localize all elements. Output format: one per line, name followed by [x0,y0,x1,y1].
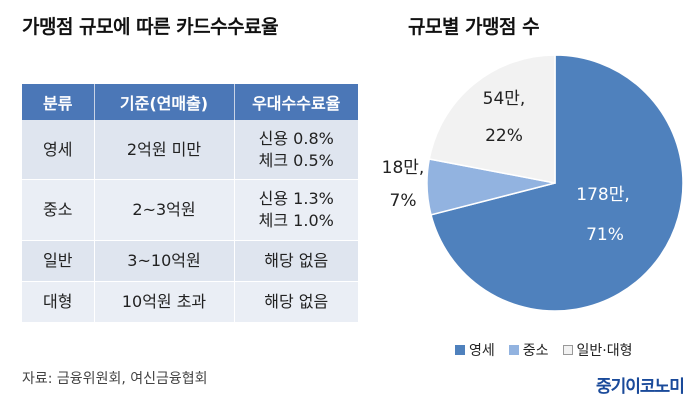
right-title: 규모별 가맹점 수 [408,16,540,38]
cell-rate: 해당 없음 [234,240,358,282]
cell-category: 중소 [22,179,95,241]
slice-count-label: 178만, [576,185,630,205]
slice-percent-label: 7% [390,191,417,211]
header-rate: 우대수수료율 [234,84,358,120]
cell-criterion: 2~3억원 [94,179,235,241]
legend-item: 일반·대형 [562,340,633,360]
table-row: 영세 2억원 미만 신용 0.8% 체크 0.5% [22,120,358,180]
rate-line: 신용 1.3% [258,189,334,208]
cell-category: 대형 [22,281,95,323]
legend-swatch [562,345,573,355]
rate-line: 신용 0.8% [258,128,334,148]
left-title: 가맹점 규모에 따른 카드수수료율 [22,16,279,38]
legend-item: 영세 [455,340,495,360]
table-row: 일반 3~10억원 해당 없음 [22,240,358,282]
table-header-row: 분류 기준(연매출) 우대수수료율 [22,84,358,120]
slice-count-label: 18만, [382,158,425,178]
cell-rate: 신용 0.8% 체크 0.5% [234,120,358,180]
rate-line: 체크 1.0% [258,211,334,230]
chart-legend: 영세 중소 일반·대형 [455,340,633,360]
slice-percent-label: 71% [586,225,624,245]
legend-label: 일반·대형 [576,343,633,359]
fee-table: 분류 기준(연매출) 우대수수료율 영세 2억원 미만 신용 0.8% 체크 0… [22,84,358,323]
cell-category: 영세 [22,120,95,180]
cell-criterion: 10억원 초과 [94,281,235,323]
legend-swatch [508,345,519,355]
source-note: 자료: 금융위원회, 여신금융협회 [22,371,208,387]
table-row: 대형 10억원 초과 해당 없음 [22,281,358,323]
table-row: 중소 2~3억원 신용 1.3% 체크 1.0% [22,179,358,241]
slice-count-label: 54만, [483,89,526,109]
header-criterion: 기준(연매출) [94,84,235,120]
cell-category: 일반 [22,240,95,282]
legend-label: 중소 [522,343,549,359]
pie-slice-1 [430,54,684,312]
slice-percent-label: 22% [485,126,523,146]
rate-line: 체크 0.5% [258,150,334,170]
pie-slice-3 [428,54,556,184]
legend-label: 영세 [469,343,495,359]
legend-item: 중소 [508,340,549,360]
cell-criterion: 3~10억원 [94,240,235,282]
header-category: 분류 [22,84,95,120]
brand-logo: 중기이코노미 [596,377,685,397]
legend-swatch [455,345,465,355]
cell-rate: 신용 1.3% 체크 1.0% [234,179,358,241]
cell-rate: 해당 없음 [234,281,358,323]
cell-criterion: 2억원 미만 [94,120,235,180]
